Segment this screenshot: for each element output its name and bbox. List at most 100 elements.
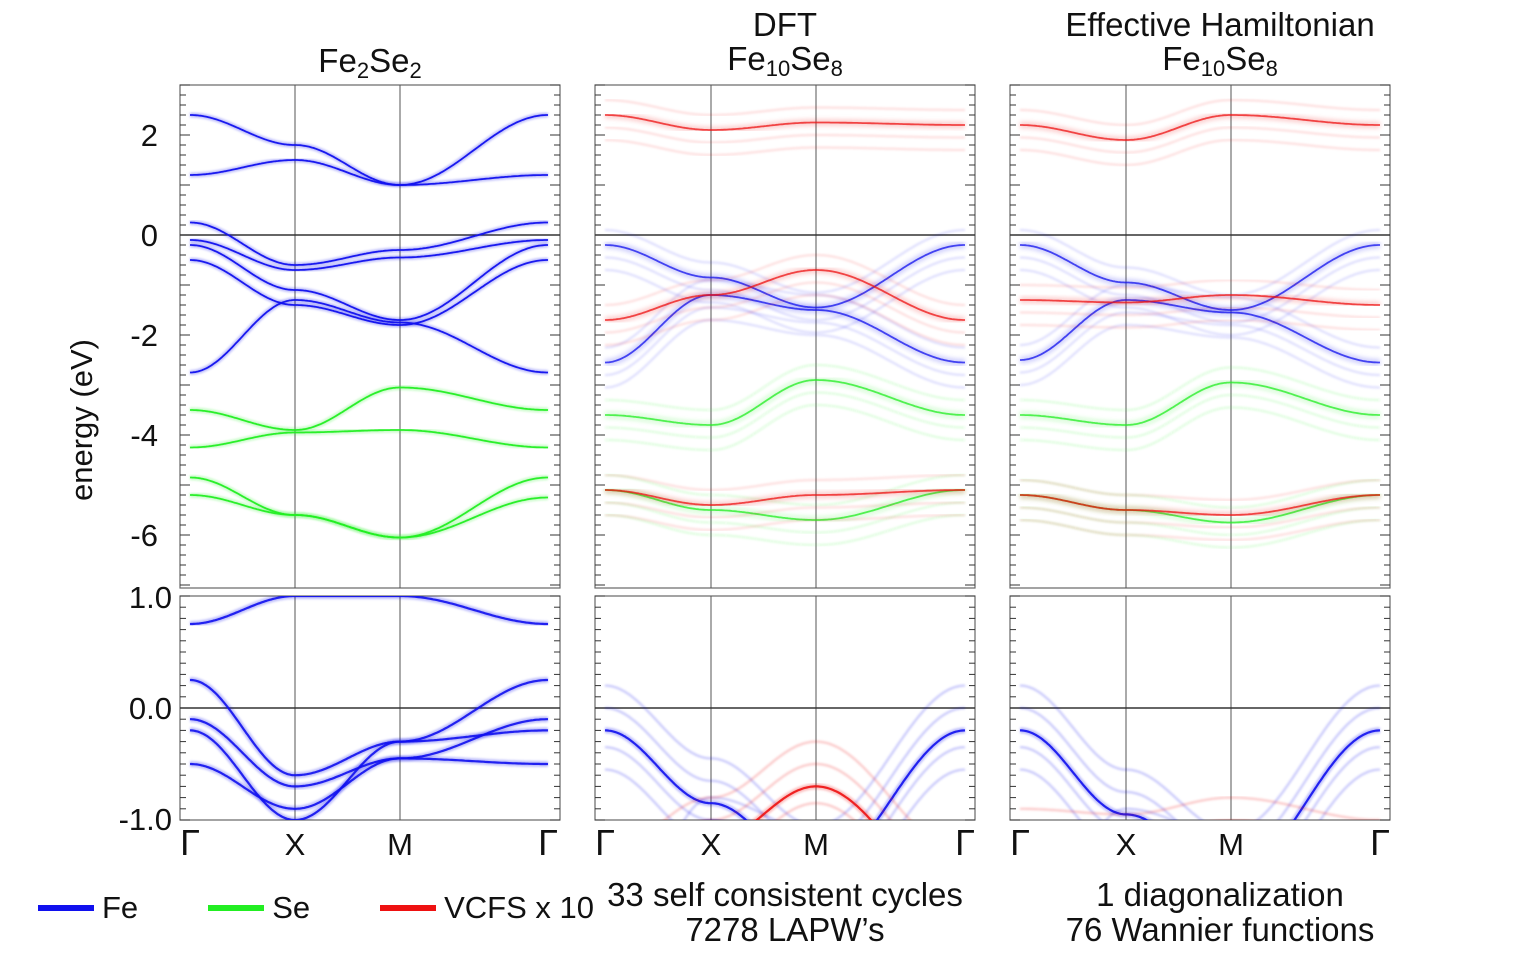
band-se bbox=[190, 429, 548, 449]
band-ghost bbox=[605, 501, 965, 519]
y-tick-label: -1.0 bbox=[119, 802, 172, 837]
band-ghost bbox=[1020, 311, 1380, 376]
kpoint-label: X bbox=[701, 827, 722, 862]
band-ghost bbox=[605, 269, 965, 334]
band-ghost bbox=[683, 796, 778, 820]
band-ghost bbox=[1020, 284, 1380, 349]
band-ghost bbox=[1020, 768, 1381, 820]
panel2-caption-line2: 7278 LAPW’s bbox=[685, 911, 885, 948]
panel2-full bbox=[594, 84, 976, 589]
band-fe bbox=[190, 244, 548, 321]
panel2-formula: Fe10Se8 bbox=[727, 40, 843, 81]
band-ghost bbox=[1104, 807, 1175, 820]
band-vcfs-x-10 bbox=[1020, 494, 1380, 516]
bands-zoom bbox=[605, 684, 966, 820]
band-ghost bbox=[1102, 831, 1185, 848]
band-ghost bbox=[605, 139, 965, 156]
panel2-caption: 33 self consistent cycles 7278 LAPW’s bbox=[560, 877, 1010, 947]
legend-label-fe: Fe bbox=[102, 890, 139, 925]
kpoint-label: X bbox=[1116, 827, 1137, 862]
band-ghost bbox=[605, 229, 965, 294]
band-ghost bbox=[1020, 279, 1380, 291]
band-fe bbox=[605, 294, 965, 364]
band-ghost bbox=[663, 740, 912, 820]
band-ghost bbox=[605, 294, 965, 346]
legend-item-vcfs: VCFS x 10 bbox=[380, 890, 594, 926]
panel3-full bbox=[1009, 84, 1391, 589]
band-ghost bbox=[1020, 706, 1381, 820]
band-fe bbox=[190, 596, 548, 626]
y-tick-label: -2 bbox=[130, 318, 158, 353]
band-vcfs-x-10 bbox=[1020, 114, 1380, 141]
panel2-title: DFT Fe10Se8 bbox=[595, 6, 975, 81]
band-fe bbox=[1020, 299, 1380, 364]
band-ghost bbox=[1020, 126, 1380, 154]
band-ghost bbox=[701, 762, 892, 820]
kpoint-label: M bbox=[387, 827, 413, 862]
kpoint-label: M bbox=[1218, 827, 1244, 862]
band-ghost bbox=[1020, 99, 1380, 126]
band-ghost bbox=[705, 818, 724, 820]
band-ghost bbox=[1020, 506, 1380, 529]
band-vcfs-x-10 bbox=[605, 114, 965, 131]
legend-item-se: Se bbox=[208, 890, 310, 926]
band-se bbox=[605, 379, 965, 426]
legend-swatch-fe bbox=[38, 905, 94, 911]
band-ghost bbox=[605, 514, 965, 546]
band-ghost bbox=[605, 254, 965, 306]
y-tick-label: 0.0 bbox=[129, 691, 172, 726]
band-ghost bbox=[605, 99, 965, 116]
legend-label-se: Se bbox=[272, 890, 311, 925]
band-ghost bbox=[1020, 324, 1380, 389]
legend: Fe Se VCFS x 10 bbox=[38, 890, 664, 926]
band-ghost bbox=[605, 306, 965, 376]
y-axis-label: energy (eV) bbox=[64, 339, 99, 501]
band-ghost bbox=[605, 319, 965, 389]
panel1-full bbox=[179, 84, 561, 589]
band-fe bbox=[190, 239, 548, 271]
legend-swatch-vcfs bbox=[380, 905, 437, 911]
band-vcfs-x-10 bbox=[605, 269, 965, 321]
kpoint-label: Γ bbox=[538, 822, 558, 863]
band-se bbox=[190, 386, 548, 431]
panel3-title: Effective Hamiltonian Fe10Se8 bbox=[1010, 6, 1430, 81]
band-ghost bbox=[605, 474, 965, 491]
band-ghost bbox=[775, 802, 856, 820]
panel2-caption-line1: 33 self consistent cycles bbox=[607, 876, 963, 913]
bands-full bbox=[1020, 99, 1380, 549]
band-ghost bbox=[605, 126, 965, 144]
band-ghost bbox=[1020, 319, 1380, 331]
band-fe bbox=[190, 114, 548, 186]
band-fe bbox=[605, 244, 965, 309]
band-ghost bbox=[605, 768, 966, 820]
band-ghost bbox=[1020, 406, 1380, 451]
legend-swatch-se bbox=[208, 905, 265, 911]
panel3-formula: Fe10Se8 bbox=[1162, 40, 1278, 81]
band-fe bbox=[190, 678, 548, 777]
band-ghost bbox=[1020, 306, 1380, 319]
band-ghost bbox=[1020, 139, 1380, 166]
band-fe bbox=[190, 221, 548, 266]
band-fe bbox=[605, 729, 966, 820]
band-ghost bbox=[1020, 229, 1380, 296]
band-ghost bbox=[1020, 684, 1381, 820]
band-ghost bbox=[605, 391, 965, 439]
panel3-caption: 1 diagonalization 76 Wannier functions bbox=[990, 877, 1450, 947]
band-fe bbox=[190, 259, 548, 326]
band-ghost bbox=[605, 404, 965, 451]
y-tick-label: -4 bbox=[130, 418, 158, 453]
y-tick-label: 2 bbox=[141, 118, 158, 153]
y-tick-label: -6 bbox=[130, 518, 158, 553]
band-ghost bbox=[1020, 394, 1380, 439]
panel3-title-line: Effective Hamiltonian bbox=[1065, 6, 1375, 43]
band-se bbox=[190, 494, 548, 539]
kpoint-label: Γ bbox=[1370, 822, 1390, 863]
panel3-caption-line1: 1 diagonalization bbox=[1096, 876, 1344, 913]
band-ghost bbox=[605, 281, 965, 334]
panel2-title-line: DFT bbox=[752, 6, 818, 43]
bands-full bbox=[605, 99, 965, 546]
band-vcfs-x-10 bbox=[605, 489, 965, 506]
kpoint-label: Γ bbox=[1010, 822, 1030, 863]
band-fe bbox=[190, 159, 548, 186]
